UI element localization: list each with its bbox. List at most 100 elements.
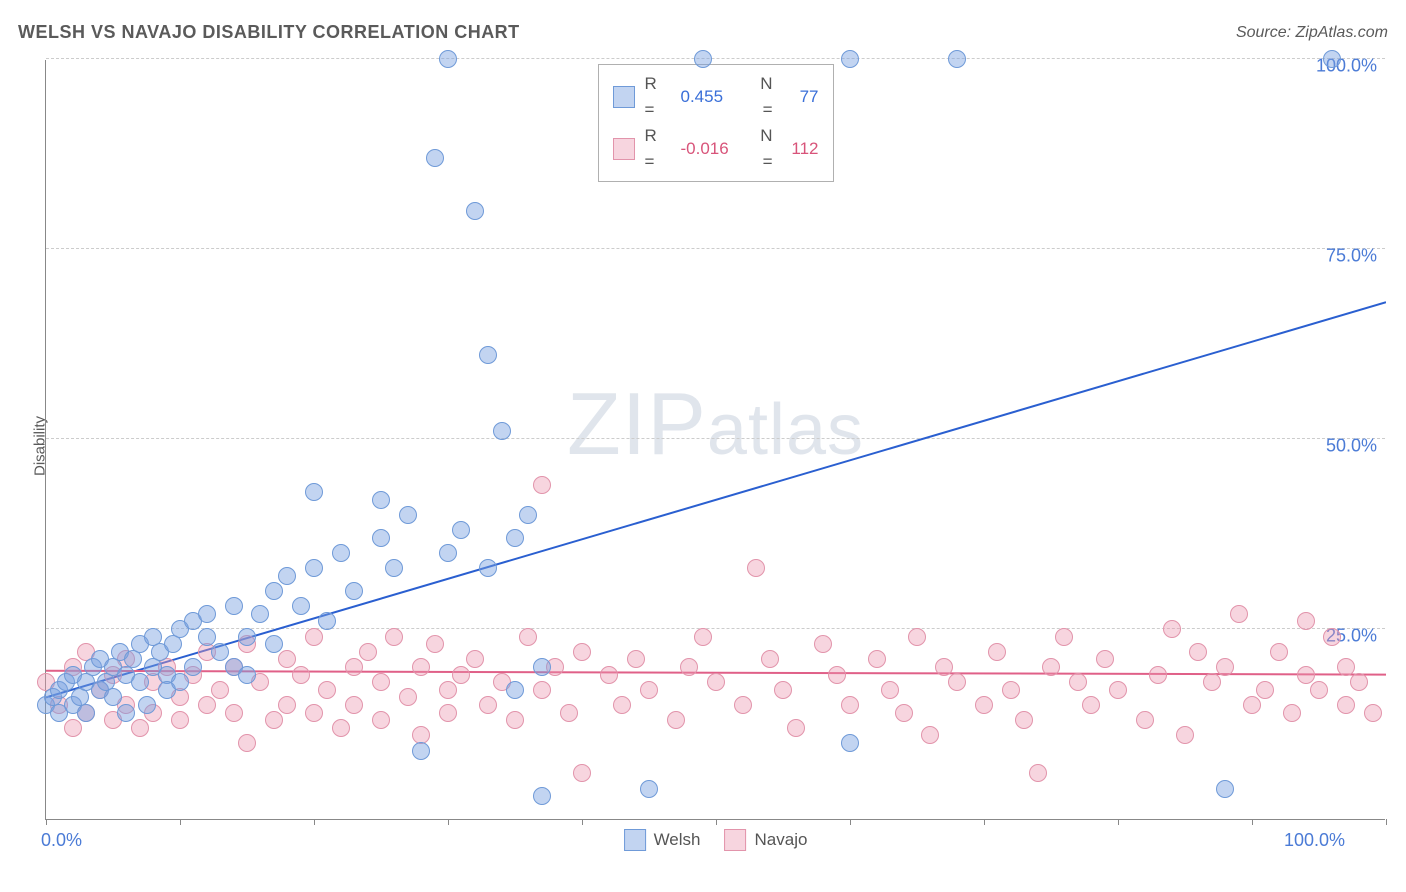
scatter-point <box>493 422 511 440</box>
scatter-point <box>533 787 551 805</box>
x-tick <box>1252 819 1253 825</box>
legend-n-value-navajo: 112 <box>783 136 819 162</box>
scatter-point <box>251 605 269 623</box>
scatter-point <box>560 704 578 722</box>
scatter-point <box>707 673 725 691</box>
scatter-point <box>1029 764 1047 782</box>
scatter-point <box>1055 628 1073 646</box>
scatter-point <box>385 628 403 646</box>
scatter-point <box>1337 658 1355 676</box>
scatter-point <box>278 650 296 668</box>
scatter-point <box>573 643 591 661</box>
scatter-point <box>265 635 283 653</box>
scatter-point <box>278 696 296 714</box>
scatter-point <box>1230 605 1248 623</box>
scatter-point <box>948 673 966 691</box>
legend-series: Welsh Navajo <box>624 829 808 851</box>
scatter-point <box>1297 666 1315 684</box>
scatter-point <box>921 726 939 744</box>
scatter-point <box>117 704 135 722</box>
scatter-point <box>171 673 189 691</box>
scatter-point <box>667 711 685 729</box>
scatter-point <box>1109 681 1127 699</box>
scatter-point <box>975 696 993 714</box>
scatter-point <box>1323 628 1341 646</box>
scatter-point <box>426 149 444 167</box>
scatter-point <box>439 50 457 68</box>
scatter-point <box>1350 673 1368 691</box>
scatter-point <box>506 711 524 729</box>
scatter-point <box>881 681 899 699</box>
scatter-point <box>318 612 336 630</box>
legend-swatch-navajo-icon <box>725 829 747 851</box>
chart-header: WELSH VS NAVAJO DISABILITY CORRELATION C… <box>18 22 1388 43</box>
scatter-point <box>1069 673 1087 691</box>
scatter-point <box>171 711 189 729</box>
scatter-point <box>104 688 122 706</box>
scatter-point <box>332 719 350 737</box>
scatter-point <box>238 666 256 684</box>
scatter-point <box>278 567 296 585</box>
scatter-point <box>1216 780 1234 798</box>
scatter-point <box>131 673 149 691</box>
watermark: ZIPatlas <box>567 373 864 475</box>
scatter-point <box>908 628 926 646</box>
scatter-point <box>238 628 256 646</box>
scatter-point <box>640 780 658 798</box>
scatter-point <box>1136 711 1154 729</box>
scatter-point <box>345 696 363 714</box>
scatter-point <box>747 559 765 577</box>
scatter-point <box>627 650 645 668</box>
scatter-point <box>225 597 243 615</box>
scatter-point <box>1323 50 1341 68</box>
scatter-point <box>1243 696 1261 714</box>
scatter-point <box>1002 681 1020 699</box>
scatter-point <box>439 704 457 722</box>
gridline-h <box>46 58 1385 59</box>
watermark-small: atlas <box>707 390 864 470</box>
scatter-point <box>613 696 631 714</box>
scatter-point <box>774 681 792 699</box>
legend-n-label: N = <box>749 123 773 175</box>
legend-swatch-welsh-icon <box>624 829 646 851</box>
scatter-point <box>372 711 390 729</box>
scatter-point <box>305 483 323 501</box>
x-tick <box>850 819 851 825</box>
scatter-point <box>1149 666 1167 684</box>
scatter-point <box>332 544 350 562</box>
scatter-point <box>211 643 229 661</box>
scatter-point <box>519 628 537 646</box>
scatter-point <box>318 681 336 699</box>
scatter-point <box>439 544 457 562</box>
scatter-point <box>64 719 82 737</box>
scatter-point <box>1176 726 1194 744</box>
scatter-point <box>1297 612 1315 630</box>
legend-label-welsh: Welsh <box>654 830 701 850</box>
x-tick <box>984 819 985 825</box>
x-axis-min-label: 0.0% <box>41 830 82 851</box>
scatter-point <box>385 559 403 577</box>
legend-r-label: R = <box>645 71 671 123</box>
scatter-point <box>198 696 216 714</box>
scatter-point <box>1203 673 1221 691</box>
y-tick-label: 50.0% <box>1326 436 1377 457</box>
scatter-point <box>1082 696 1100 714</box>
scatter-point <box>1015 711 1033 729</box>
scatter-point <box>452 521 470 539</box>
chart-title: WELSH VS NAVAJO DISABILITY CORRELATION C… <box>18 22 520 43</box>
legend-r-value-navajo: -0.016 <box>681 136 739 162</box>
plot-area: ZIPatlas R = 0.455 N = 77 R = -0.016 N =… <box>45 60 1385 820</box>
scatter-point <box>573 764 591 782</box>
scatter-point <box>466 650 484 668</box>
legend-r-value-welsh: 0.455 <box>681 84 739 110</box>
scatter-point <box>694 628 712 646</box>
scatter-point <box>305 559 323 577</box>
scatter-point <box>225 704 243 722</box>
x-tick <box>1118 819 1119 825</box>
legend-swatch-navajo <box>613 138 635 160</box>
scatter-point <box>533 681 551 699</box>
scatter-point <box>506 681 524 699</box>
scatter-point <box>479 559 497 577</box>
scatter-point <box>265 711 283 729</box>
scatter-point <box>345 658 363 676</box>
